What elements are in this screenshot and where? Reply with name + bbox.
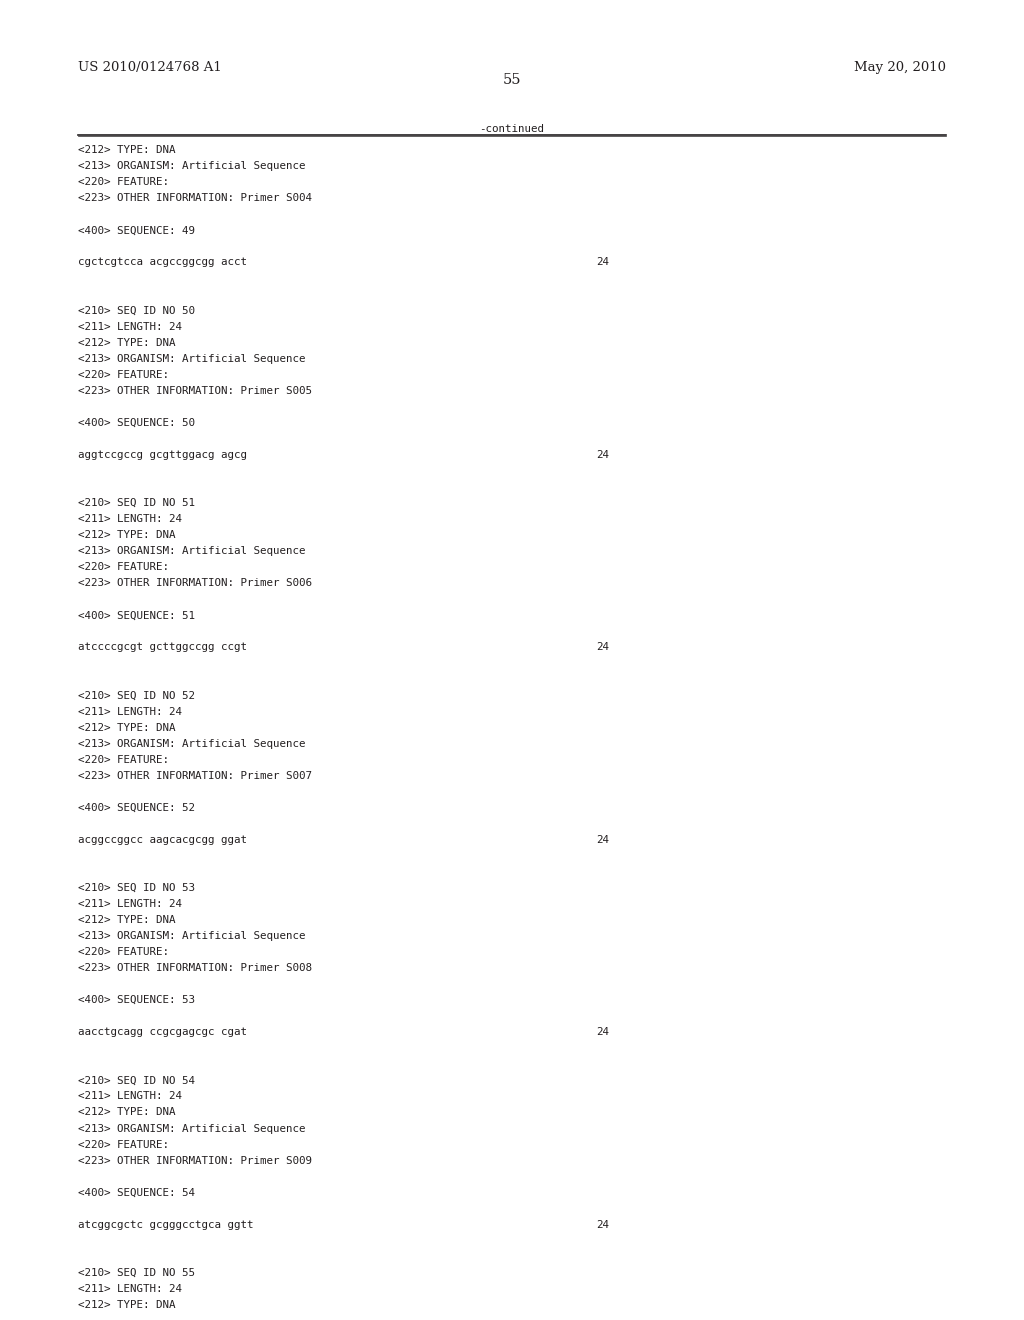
Text: <211> LENGTH: 24: <211> LENGTH: 24	[78, 706, 182, 717]
Text: <211> LENGTH: 24: <211> LENGTH: 24	[78, 1092, 182, 1101]
Text: aacctgcagg ccgcgagcgc cgat: aacctgcagg ccgcgagcgc cgat	[78, 1027, 247, 1038]
Text: <400> SEQUENCE: 50: <400> SEQUENCE: 50	[78, 418, 195, 428]
Text: <400> SEQUENCE: 54: <400> SEQUENCE: 54	[78, 1188, 195, 1197]
Text: <213> ORGANISM: Artificial Sequence: <213> ORGANISM: Artificial Sequence	[78, 354, 305, 364]
Text: atccccgcgt gcttggccgg ccgt: atccccgcgt gcttggccgg ccgt	[78, 643, 247, 652]
Text: <210> SEQ ID NO 52: <210> SEQ ID NO 52	[78, 690, 195, 701]
Text: <212> TYPE: DNA: <212> TYPE: DNA	[78, 915, 175, 925]
Text: aggtccgccg gcgttggacg agcg: aggtccgccg gcgttggacg agcg	[78, 450, 247, 459]
Text: <400> SEQUENCE: 51: <400> SEQUENCE: 51	[78, 610, 195, 620]
Text: <223> OTHER INFORMATION: Primer S007: <223> OTHER INFORMATION: Primer S007	[78, 771, 312, 780]
Text: 24: 24	[596, 257, 609, 268]
Text: <212> TYPE: DNA: <212> TYPE: DNA	[78, 145, 175, 156]
Text: <223> OTHER INFORMATION: Primer S008: <223> OTHER INFORMATION: Primer S008	[78, 964, 312, 973]
Text: <210> SEQ ID NO 53: <210> SEQ ID NO 53	[78, 883, 195, 892]
Text: <210> SEQ ID NO 54: <210> SEQ ID NO 54	[78, 1076, 195, 1085]
Text: <220> FEATURE:: <220> FEATURE:	[78, 177, 169, 187]
Text: 24: 24	[596, 643, 609, 652]
Text: <400> SEQUENCE: 53: <400> SEQUENCE: 53	[78, 995, 195, 1006]
Text: <220> FEATURE:: <220> FEATURE:	[78, 562, 169, 572]
Text: <223> OTHER INFORMATION: Primer S009: <223> OTHER INFORMATION: Primer S009	[78, 1155, 312, 1166]
Text: <212> TYPE: DNA: <212> TYPE: DNA	[78, 1300, 175, 1309]
Text: <213> ORGANISM: Artificial Sequence: <213> ORGANISM: Artificial Sequence	[78, 546, 305, 556]
Text: <210> SEQ ID NO 51: <210> SEQ ID NO 51	[78, 498, 195, 508]
Text: US 2010/0124768 A1: US 2010/0124768 A1	[78, 61, 222, 74]
Text: 24: 24	[596, 1027, 609, 1038]
Text: <213> ORGANISM: Artificial Sequence: <213> ORGANISM: Artificial Sequence	[78, 1123, 305, 1134]
Text: <220> FEATURE:: <220> FEATURE:	[78, 755, 169, 764]
Text: <220> FEATURE:: <220> FEATURE:	[78, 370, 169, 380]
Text: 55: 55	[503, 73, 521, 87]
Text: 24: 24	[596, 834, 609, 845]
Text: <220> FEATURE:: <220> FEATURE:	[78, 946, 169, 957]
Text: <212> TYPE: DNA: <212> TYPE: DNA	[78, 531, 175, 540]
Text: <400> SEQUENCE: 49: <400> SEQUENCE: 49	[78, 226, 195, 235]
Text: 24: 24	[596, 1220, 609, 1230]
Text: <213> ORGANISM: Artificial Sequence: <213> ORGANISM: Artificial Sequence	[78, 739, 305, 748]
Text: <220> FEATURE:: <220> FEATURE:	[78, 1139, 169, 1150]
Text: <212> TYPE: DNA: <212> TYPE: DNA	[78, 338, 175, 347]
Text: <211> LENGTH: 24: <211> LENGTH: 24	[78, 513, 182, 524]
Text: <223> OTHER INFORMATION: Primer S006: <223> OTHER INFORMATION: Primer S006	[78, 578, 312, 589]
Text: May 20, 2010: May 20, 2010	[854, 61, 946, 74]
Text: <213> ORGANISM: Artificial Sequence: <213> ORGANISM: Artificial Sequence	[78, 161, 305, 172]
Text: <400> SEQUENCE: 52: <400> SEQUENCE: 52	[78, 803, 195, 813]
Text: cgctcgtcca acgccggcgg acct: cgctcgtcca acgccggcgg acct	[78, 257, 247, 268]
Text: <210> SEQ ID NO 55: <210> SEQ ID NO 55	[78, 1267, 195, 1278]
Text: <212> TYPE: DNA: <212> TYPE: DNA	[78, 1107, 175, 1118]
Text: -continued: -continued	[479, 124, 545, 135]
Text: <223> OTHER INFORMATION: Primer S004: <223> OTHER INFORMATION: Primer S004	[78, 193, 312, 203]
Text: <210> SEQ ID NO 50: <210> SEQ ID NO 50	[78, 306, 195, 315]
Text: <213> ORGANISM: Artificial Sequence: <213> ORGANISM: Artificial Sequence	[78, 931, 305, 941]
Text: <223> OTHER INFORMATION: Primer S005: <223> OTHER INFORMATION: Primer S005	[78, 385, 312, 396]
Text: <211> LENGTH: 24: <211> LENGTH: 24	[78, 322, 182, 331]
Text: <212> TYPE: DNA: <212> TYPE: DNA	[78, 722, 175, 733]
Text: acggccggcc aagcacgcgg ggat: acggccggcc aagcacgcgg ggat	[78, 834, 247, 845]
Text: <211> LENGTH: 24: <211> LENGTH: 24	[78, 1284, 182, 1294]
Text: atcggcgctc gcgggcctgca ggtt: atcggcgctc gcgggcctgca ggtt	[78, 1220, 254, 1230]
Text: <211> LENGTH: 24: <211> LENGTH: 24	[78, 899, 182, 909]
Text: 24: 24	[596, 450, 609, 459]
